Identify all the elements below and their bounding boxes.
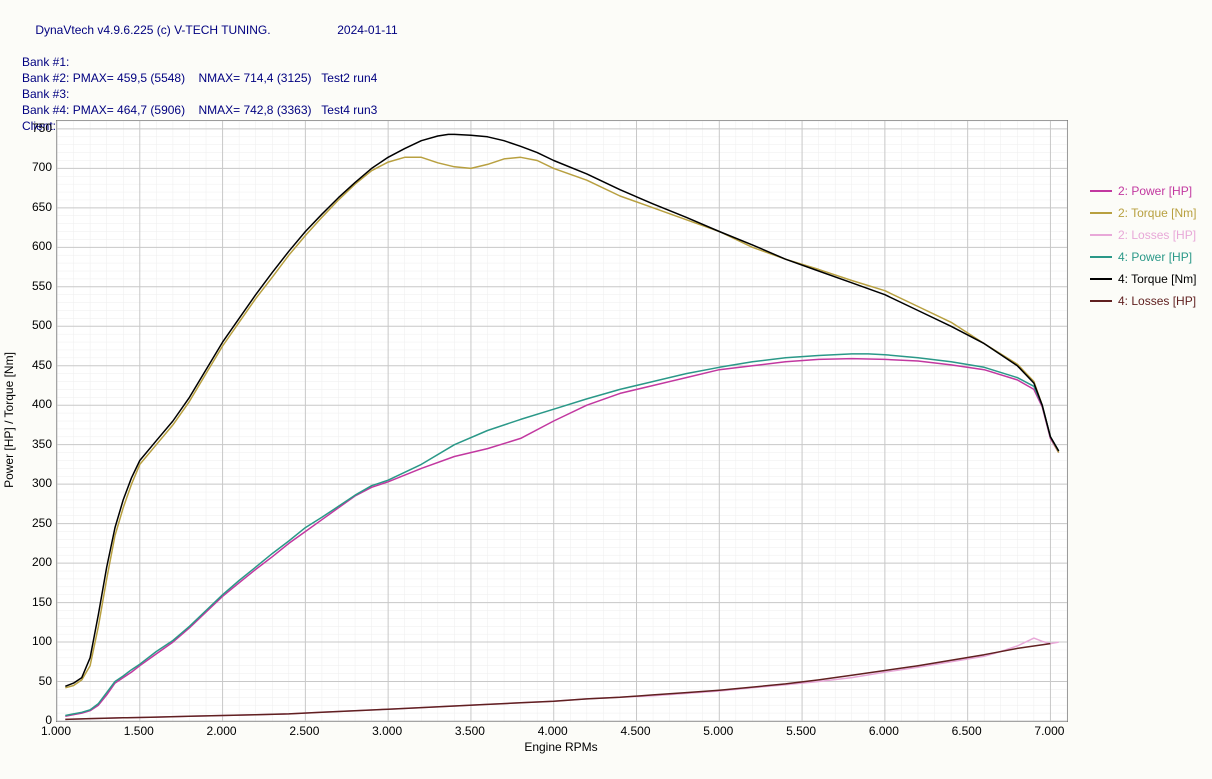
x-tick-label: 5.000 [703,724,733,738]
header-date: 2024-01-11 [337,23,398,37]
legend-item: 4: Power [HP] [1090,246,1196,268]
y-tick-label: 500 [32,318,52,332]
x-tick-label: 6.500 [952,724,982,738]
x-tick-label: 2.000 [207,724,237,738]
bank3-line: Bank #3: [22,86,398,102]
series-line-0 [65,359,1058,717]
y-tick-label: 400 [32,397,52,411]
series-line-1 [65,157,1058,688]
legend-swatch [1090,190,1112,192]
legend-item: 4: Torque [Nm] [1090,268,1196,290]
x-tick-label: 1.000 [41,724,71,738]
legend-swatch [1090,234,1112,236]
y-tick-label: 650 [32,200,52,214]
legend-item: 2: Torque [Nm] [1090,202,1196,224]
series-line-2 [65,638,1058,719]
x-tick-label: 2.500 [289,724,319,738]
y-axis-title: Power [HP] / Torque [Nm] [2,352,16,488]
y-axis-ticks: 0501001502002503003504004505005506006507… [20,120,52,720]
y-tick-label: 450 [32,358,52,372]
software-version: DynaVtech v4.9.6.225 (c) V-TECH TUNING. [35,23,270,37]
y-tick-label: 50 [39,674,52,688]
y-tick-label: 200 [32,555,52,569]
bank4-line: Bank #4: PMAX= 464,7 (5906) NMAX= 742,8 … [22,102,398,118]
x-tick-label: 7.000 [1034,724,1064,738]
y-tick-label: 550 [32,279,52,293]
legend-item: 2: Losses [HP] [1090,224,1196,246]
legend-label: 4: Power [HP] [1118,250,1192,264]
y-tick-label: 700 [32,160,52,174]
y-tick-label: 150 [32,595,52,609]
x-tick-label: 1.500 [124,724,154,738]
legend-label: 2: Torque [Nm] [1118,206,1196,220]
legend-item: 4: Losses [HP] [1090,290,1196,312]
legend-swatch [1090,300,1112,302]
header-software-line: DynaVtech v4.9.6.225 (c) V-TECH TUNING. … [22,6,398,54]
y-tick-label: 300 [32,476,52,490]
chart-svg [57,121,1067,721]
x-tick-label: 3.500 [455,724,485,738]
x-axis-title: Engine RPMs [56,740,1066,754]
legend-swatch [1090,212,1112,214]
y-tick-label: 100 [32,634,52,648]
x-tick-label: 6.000 [869,724,899,738]
y-tick-label: 600 [32,239,52,253]
series-line-3 [65,354,1058,716]
bank2-line: Bank #2: PMAX= 459,5 (5548) NMAX= 714,4 … [22,70,398,86]
legend-label: 4: Torque [Nm] [1118,272,1196,286]
y-tick-label: 250 [32,516,52,530]
header-block: DynaVtech v4.9.6.225 (c) V-TECH TUNING. … [22,6,398,134]
y-tick-label: 750 [32,121,52,135]
x-tick-label: 4.500 [620,724,650,738]
bank1-line: Bank #1: [22,54,398,70]
x-axis-ticks: 1.0001.5002.0002.5003.0003.5004.0004.500… [56,724,1066,740]
y-tick-label: 350 [32,437,52,451]
legend-swatch [1090,256,1112,258]
legend-label: 2: Power [HP] [1118,184,1192,198]
x-tick-label: 4.000 [538,724,568,738]
legend-label: 4: Losses [HP] [1118,294,1196,308]
legend-label: 2: Losses [HP] [1118,228,1196,242]
x-tick-label: 3.000 [372,724,402,738]
dyno-chart [56,120,1068,722]
legend-swatch [1090,278,1112,280]
chart-legend: 2: Power [HP] 2: Torque [Nm] 2: Losses [HP… [1090,180,1196,312]
x-tick-label: 5.500 [786,724,816,738]
legend-item: 2: Power [HP] [1090,180,1196,202]
